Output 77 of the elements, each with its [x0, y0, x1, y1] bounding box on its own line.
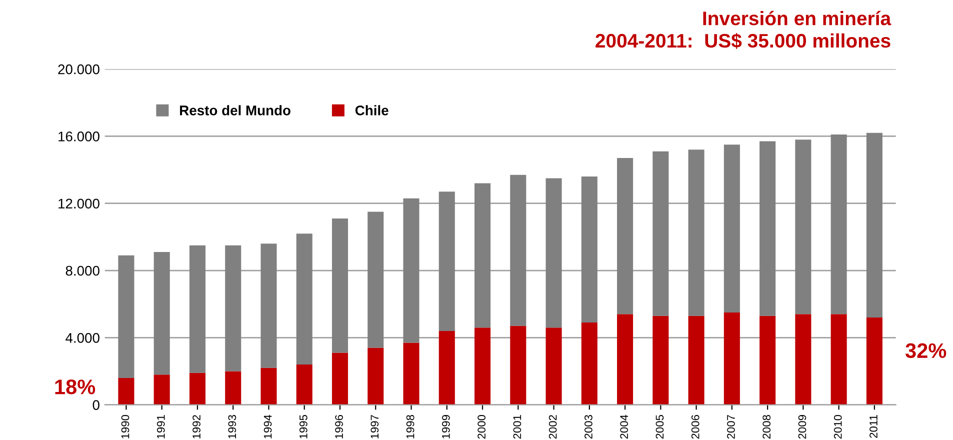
- y-tick-label: 12.000: [58, 198, 100, 209]
- bar: [403, 342, 420, 405]
- bar: [688, 150, 704, 316]
- bar: [688, 316, 704, 405]
- bar: [332, 218, 348, 353]
- x-tick-label: 1992: [192, 415, 200, 438]
- bar: [189, 372, 206, 405]
- bar: [546, 178, 562, 328]
- y-tick-label: 4.000: [66, 332, 100, 343]
- x-tick-label: 2008: [762, 415, 771, 439]
- bar: [617, 314, 634, 405]
- bar: [546, 328, 562, 405]
- x-tick-label: 1998: [406, 415, 414, 438]
- x-tick-label: 1993: [228, 415, 236, 438]
- bar: [830, 314, 847, 405]
- x-tick-label: 1995: [299, 414, 308, 438]
- x-tick-label: 1994: [264, 414, 272, 438]
- y-tick-label: 20.000: [58, 64, 100, 74]
- bar: [438, 330, 455, 405]
- x-tick-label: 2011: [870, 415, 878, 438]
- bar: [617, 158, 634, 314]
- x-tick-label: 2004: [620, 414, 628, 439]
- bar: [510, 326, 526, 405]
- legend-label: Resto del Mundo: [180, 105, 290, 116]
- bar: [154, 374, 170, 405]
- bar: [260, 368, 277, 405]
- bar: [830, 134, 847, 314]
- legend-label: Chile: [355, 105, 388, 116]
- bar: [581, 322, 598, 405]
- bar: [760, 316, 776, 405]
- bar: [724, 312, 740, 405]
- bar: [403, 198, 420, 343]
- y-tick-label: 8.000: [66, 266, 100, 276]
- x-tick-label: 1997: [370, 415, 379, 438]
- bar: [474, 183, 491, 328]
- x-tick-label: 2007: [727, 415, 735, 439]
- bar: [260, 244, 277, 368]
- bar: [118, 255, 134, 378]
- x-tick-label: 1991: [156, 415, 165, 438]
- x-tick-label: 1990: [121, 414, 130, 438]
- bar: [189, 245, 206, 373]
- bar: [795, 314, 812, 405]
- x-tick-label: 2005: [656, 414, 664, 439]
- bar: [652, 151, 669, 316]
- x-tick-label: 2006: [691, 415, 700, 439]
- bar: [510, 174, 526, 326]
- bar: [296, 364, 312, 405]
- bar: [866, 132, 882, 318]
- bar: [724, 144, 740, 312]
- bar: [474, 328, 491, 405]
- bar: [368, 212, 384, 348]
- bar: [332, 352, 348, 405]
- x-tick-label: 2009: [798, 415, 806, 439]
- bar: [795, 140, 812, 314]
- x-tick-label: 2010: [834, 414, 842, 439]
- bar: [225, 371, 242, 405]
- x-tick-label: 2003: [584, 415, 592, 439]
- x-tick-label: 2001: [513, 415, 522, 439]
- bar: [296, 234, 312, 365]
- bar: [118, 378, 134, 405]
- x-tick-label: 2002: [548, 415, 557, 439]
- text: 18%: [55, 380, 96, 394]
- x-tick-label: 2000: [478, 414, 486, 439]
- y-tick-label: 16.000: [58, 132, 100, 142]
- bar: [368, 348, 384, 405]
- bar: [581, 176, 598, 323]
- text: 32%: [905, 343, 946, 358]
- bar: [225, 245, 242, 372]
- y-tick-label: 0: [92, 400, 100, 410]
- bar: [866, 318, 882, 405]
- x-tick-label: 1999: [442, 415, 450, 438]
- bar: [154, 252, 170, 375]
- bar: [438, 192, 455, 331]
- chart-title: Inversión en minería 2004-2011: US$ 35.000 millones: [596, 10, 892, 49]
- bar: [652, 316, 669, 405]
- x-tick-label: 1996: [335, 415, 343, 438]
- bar: [760, 141, 776, 316]
